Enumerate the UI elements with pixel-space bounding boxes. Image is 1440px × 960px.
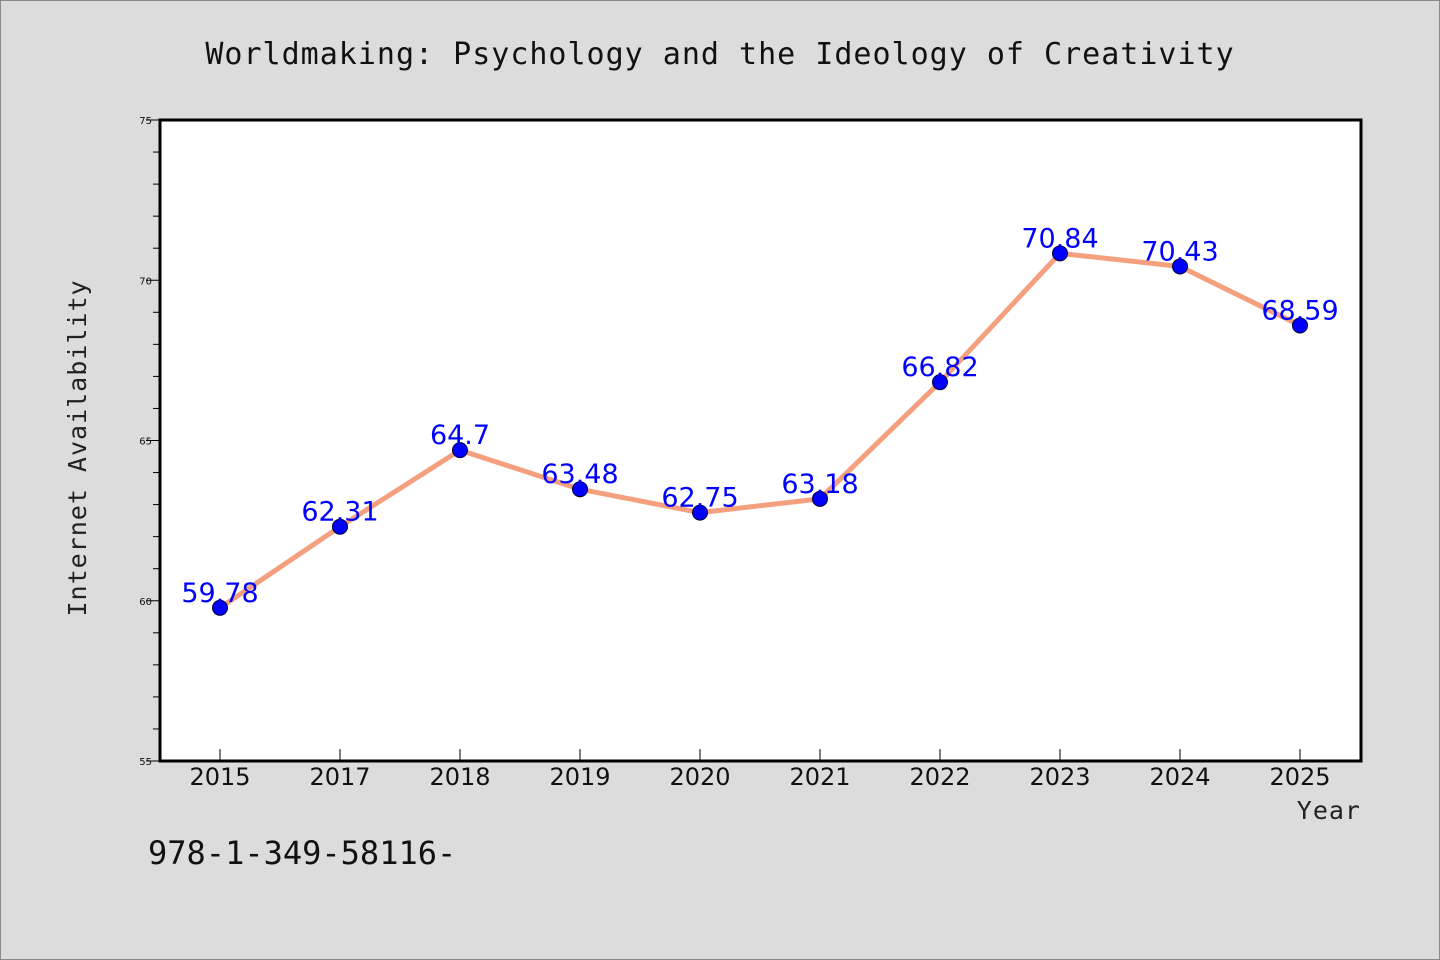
series-line [218, 250, 1302, 610]
data-point [692, 504, 708, 521]
plot-area [158, 118, 1363, 763]
x-tick-label: 2020 [669, 763, 730, 791]
data-label: 66.82 [901, 352, 978, 383]
data-label: 63.48 [541, 459, 618, 490]
y-tick-label: 65 [139, 437, 152, 448]
x-tick-label: 2022 [909, 763, 970, 791]
x-tick-label: 2024 [1149, 763, 1210, 791]
y-tick-label: 75 [139, 116, 152, 127]
x-tick-label: 2023 [1029, 763, 1090, 791]
footer-isbn: 978-1-349-58116- [148, 834, 456, 872]
data-markers [212, 245, 1308, 616]
y-axis-label: Internet Availability [63, 279, 92, 616]
data-point [452, 442, 468, 459]
data-labels: 59.78 62.31 64.7 63.48 62.75 63.18 66.82 70.84 7… [181, 223, 1338, 608]
data-point [332, 518, 348, 535]
x-tick-label: 2015 [189, 763, 250, 791]
data-label: 64.7 [430, 420, 490, 451]
y-tick-label: 70 [139, 276, 152, 287]
data-label: 70.43 [1141, 236, 1218, 267]
data-point [1052, 245, 1068, 262]
data-point [1172, 258, 1188, 275]
data-point [812, 490, 828, 507]
data-label: 62.75 [661, 483, 738, 514]
data-point [212, 599, 228, 616]
x-tick-label: 2021 [789, 763, 850, 791]
data-label: 63.18 [781, 469, 858, 500]
x-axis: 2015 2017 2018 2019 2020 2021 2022 2023 2024 2025 [189, 749, 1331, 791]
data-point [1292, 317, 1308, 334]
chart-title: Worldmaking: Psychology and the Ideology… [205, 37, 1234, 72]
x-tick-label: 2017 [309, 763, 370, 791]
data-point [572, 481, 588, 498]
y-tick-label: 60 [139, 597, 152, 608]
data-label: 68.59 [1261, 295, 1338, 326]
x-axis-label: Year [1297, 796, 1361, 825]
data-label: 62.31 [301, 497, 378, 528]
y-axis: 55 60 65 70 75 [139, 116, 160, 768]
y-tick-label: 55 [139, 757, 152, 768]
x-tick-label: 2019 [549, 763, 610, 791]
data-point [932, 374, 948, 391]
x-tick-label: 2018 [429, 763, 490, 791]
data-label: 59.78 [181, 578, 258, 609]
data-label: 70.84 [1021, 223, 1098, 254]
x-tick-label: 2025 [1269, 763, 1330, 791]
